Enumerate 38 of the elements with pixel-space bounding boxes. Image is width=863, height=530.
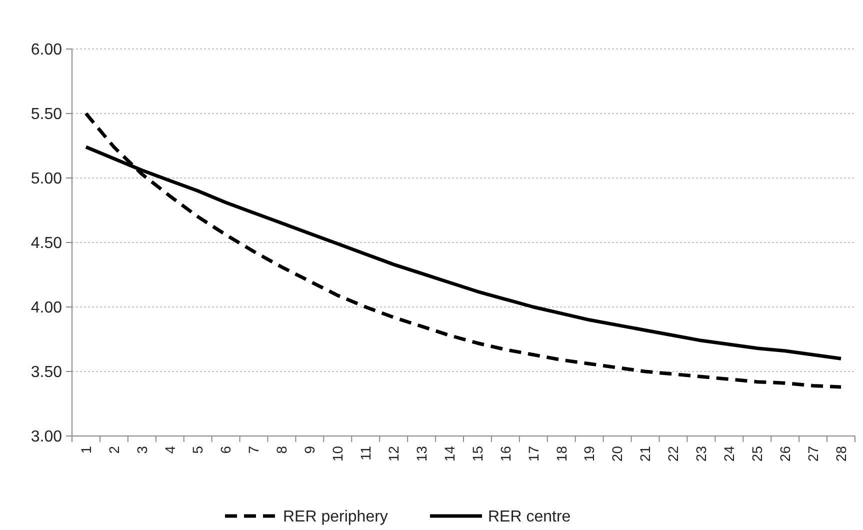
- x-tick-label: 5: [190, 446, 206, 454]
- x-tick-label: 25: [749, 446, 766, 462]
- x-tick-label: 23: [693, 446, 710, 462]
- x-tick-label: 18: [553, 446, 570, 462]
- x-tick-label: 1: [78, 446, 94, 454]
- y-tick-label: 5.50: [30, 106, 62, 124]
- x-tick-label: 21: [637, 446, 654, 462]
- x-tick-label: 11: [358, 446, 374, 461]
- x-tick-label: 19: [581, 446, 598, 462]
- x-tick-label: 6: [218, 446, 234, 454]
- y-tick-label: 5.00: [30, 170, 62, 188]
- x-tick-label: 22: [665, 446, 682, 462]
- x-tick-label: 15: [469, 446, 486, 462]
- x-tick-label: 9: [302, 446, 318, 454]
- x-tick-label: 8: [274, 446, 290, 454]
- x-tick-label: 26: [776, 446, 793, 462]
- x-tick-label: 16: [497, 446, 514, 462]
- legend-label: RER periphery: [283, 508, 388, 526]
- x-tick-label: 13: [413, 446, 430, 462]
- legend-label: RER centre: [488, 508, 571, 526]
- x-tick-label: 14: [441, 446, 458, 462]
- x-tick-label: 3: [134, 446, 150, 454]
- x-tick-label: 27: [804, 446, 821, 462]
- x-tick-label: 28: [832, 446, 849, 462]
- x-tick-label: 10: [330, 446, 346, 462]
- y-tick-label: 4.50: [30, 235, 62, 252]
- line-series: [84, 112, 843, 389]
- y-tick-label: 3.50: [30, 364, 62, 382]
- x-tick-label: 12: [385, 446, 402, 462]
- y-tick-label: 3.00: [30, 428, 62, 446]
- x-tick-label: 7: [246, 446, 262, 454]
- x-tick-label: 17: [525, 446, 542, 462]
- x-tick-label: 2: [106, 446, 122, 454]
- x-tick-label: 4: [162, 446, 178, 454]
- y-tick-label: 6.00: [30, 42, 62, 59]
- y-tick-label: 4.00: [30, 300, 62, 317]
- x-tick-label: 24: [721, 446, 738, 462]
- x-tick-label: 20: [609, 446, 626, 462]
